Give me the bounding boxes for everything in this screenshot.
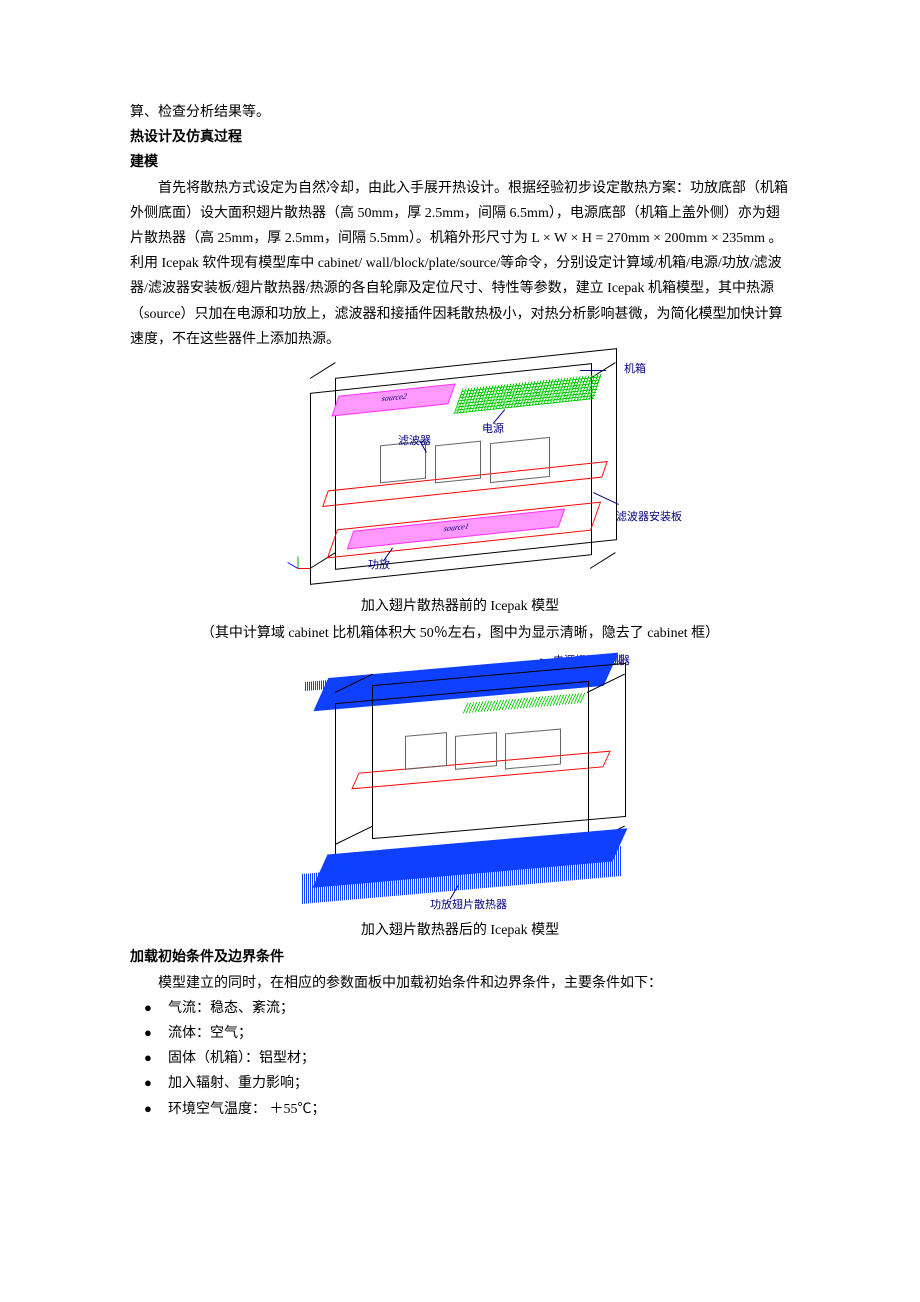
filter-box xyxy=(505,729,561,770)
axis-x xyxy=(298,568,310,569)
list-item: 加入辐射、重力影响； xyxy=(130,1071,790,1096)
conditions-list: 气流：稳态、紊流； 流体：空气； 固体（机箱）：铝型材； 加入辐射、重力影响； … xyxy=(130,996,790,1122)
modeling-paragraph: 首先将散热方式设定为自然冷却，由此入手展开热设计。根据经验初步设定散热方案：功放… xyxy=(130,176,790,352)
filter-box xyxy=(405,732,447,770)
leader-line xyxy=(580,370,606,371)
label-cabinet: 机箱 xyxy=(624,360,646,380)
list-item: 流体：空气； xyxy=(130,1021,790,1046)
list-item: 固体（机箱）：铝型材； xyxy=(130,1046,790,1071)
figure1-caption: 加入翅片散热器前的 Icepak 模型 xyxy=(130,594,790,619)
axis-z xyxy=(287,562,298,569)
list-item: 气流：稳态、紊流； xyxy=(130,996,790,1021)
icepak-model-after: 电源翅片散热器 功放翅片散热器 xyxy=(280,652,640,912)
filter-box xyxy=(455,732,497,770)
label-pa: 功放 xyxy=(368,556,390,576)
icepak-model-before: source2 source1 机箱 电源 滤波器 滤波器安装板 功放 xyxy=(280,358,640,588)
heading-thermal-design: 热设计及仿真过程 xyxy=(130,125,790,150)
figure-before-fins: source2 source1 机箱 电源 滤波器 滤波器安装板 功放 xyxy=(130,358,790,588)
axis-y xyxy=(298,556,299,568)
figure2-caption: 加入翅片散热器后的 Icepak 模型 xyxy=(130,918,790,943)
document-page: 算、检查分析结果等。 热设计及仿真过程 建模 首先将散热方式设定为自然冷却，由此… xyxy=(0,0,920,1182)
figure1-subcaption: （其中计算域 cabinet 比机箱体积大 50％左右，图中为显示清晰，隐去了 … xyxy=(130,621,790,646)
list-item: 环境空气温度： ＋55℃； xyxy=(130,1097,790,1122)
filter-box xyxy=(435,440,481,483)
filter-box xyxy=(490,437,550,483)
conditions-intro: 模型建立的同时，在相应的参数面板中加载初始条件和边界条件，主要条件如下： xyxy=(130,971,790,996)
label-filter: 滤波器 xyxy=(398,432,431,452)
label-filter-plate: 滤波器安装板 xyxy=(616,508,682,528)
label-bottom-fins: 功放翅片散热器 xyxy=(430,896,507,916)
coordinate-axis-icon xyxy=(288,558,308,578)
heading-boundary-conditions: 加载初始条件及边界条件 xyxy=(130,945,790,970)
cabinet-edge xyxy=(310,362,336,379)
continuation-line: 算、检查分析结果等。 xyxy=(130,100,790,125)
figure-after-fins: 电源翅片散热器 功放翅片散热器 xyxy=(130,652,790,912)
heading-modeling: 建模 xyxy=(130,150,790,175)
cabinet-edge xyxy=(590,552,616,569)
